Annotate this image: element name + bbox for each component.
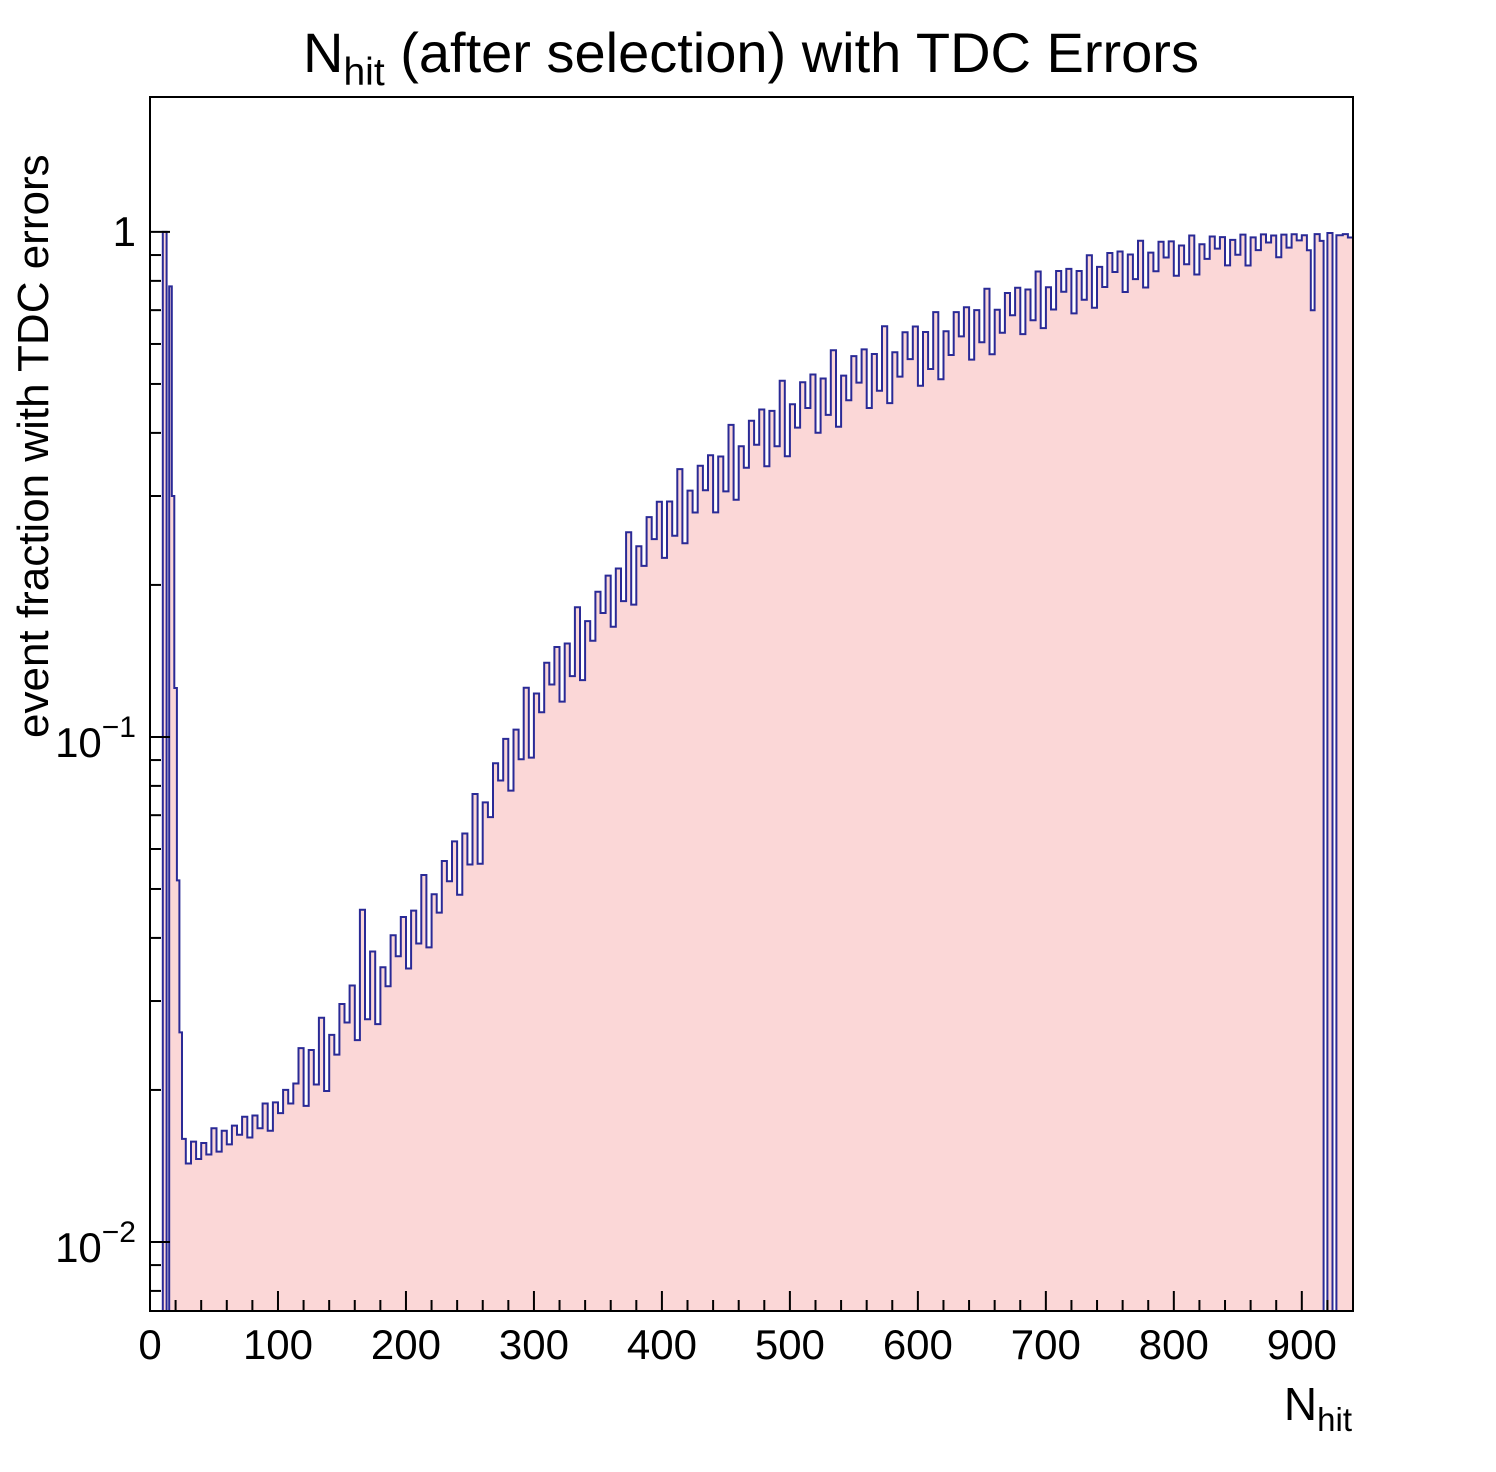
- plot-frame-layer: [149, 96, 1354, 1312]
- y-tick-label: 10−2: [55, 1216, 136, 1271]
- plot-title-suffix: (after selection) with TDC Errors: [385, 21, 1199, 84]
- axis-tick-labels-layer: 0 100 200 300 400 500 600 700 800 900 1 10−1 10−2: [55, 208, 1337, 1368]
- x-tick-label: 500: [755, 1321, 825, 1368]
- histogram-line-layer: [150, 230, 1354, 1312]
- plot-title-subscript: hit: [343, 51, 384, 94]
- x-axis-title-prefix: N: [1284, 1378, 1317, 1430]
- x-tick-label: 0: [138, 1321, 161, 1368]
- axis-ticks-layer: [149, 230, 1354, 1311]
- y-tick-label: 1: [113, 208, 136, 255]
- histogram-fill-layer: [150, 231, 1353, 1311]
- plot-frame: [149, 96, 1354, 1312]
- x-tick-label: 400: [627, 1321, 697, 1368]
- x-tick-label: 800: [1139, 1321, 1209, 1368]
- plot-title-prefix: N: [303, 21, 343, 84]
- plot-title: Nhit (after selection) with TDC Errors: [303, 21, 1199, 94]
- y-tick-label: 10−1: [55, 711, 136, 766]
- x-tick-label: 100: [243, 1321, 313, 1368]
- x-axis-title-subscript: hit: [1317, 1401, 1352, 1438]
- y-axis-title: event fraction with TDC errors: [9, 154, 58, 738]
- x-tick-label: 600: [883, 1321, 953, 1368]
- x-axis-title: Nhit: [1284, 1378, 1352, 1438]
- x-tick-label: 200: [371, 1321, 441, 1368]
- x-tick-label: 300: [499, 1321, 569, 1368]
- x-tick-label: 900: [1267, 1321, 1337, 1368]
- histogram-outline: [150, 230, 1354, 1312]
- x-tick-label: 700: [1011, 1321, 1081, 1368]
- histogram-fill: [150, 231, 1353, 1311]
